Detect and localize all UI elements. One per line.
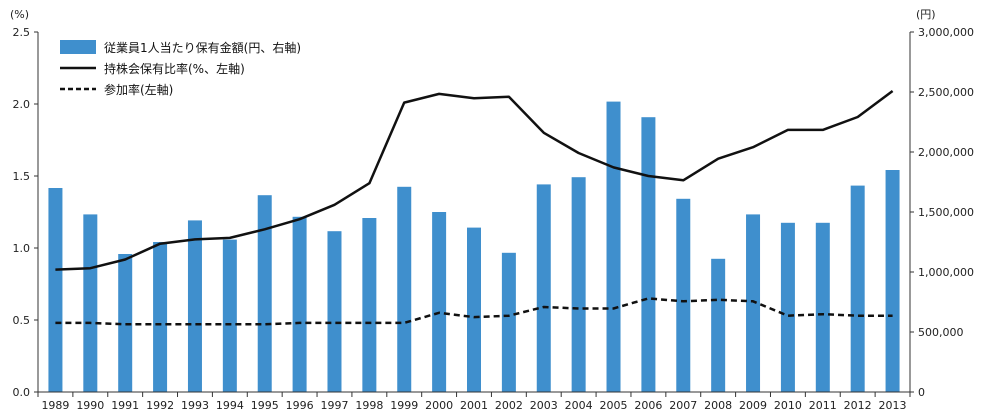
right-tick-label: 3,000,000: [918, 26, 974, 39]
x-tick-label-1993: 1993: [181, 399, 209, 412]
bar-1992: [153, 242, 168, 392]
bar-1990: [83, 214, 98, 392]
x-tick-label-2011: 2011: [809, 399, 837, 412]
bar-1991: [118, 254, 133, 392]
bars-layer: [48, 101, 900, 392]
left-tick-label: 0.5: [13, 314, 31, 327]
x-tick-label-2000: 2000: [425, 399, 453, 412]
left-tick-label: 1.5: [13, 170, 31, 183]
bar-1999: [397, 186, 412, 392]
left-tick-label: 2.0: [13, 98, 31, 111]
x-tick-label-2013: 2013: [879, 399, 907, 412]
bar-2011: [815, 222, 830, 392]
bar-2006: [641, 117, 656, 392]
bar-1993: [187, 220, 202, 392]
bar-1995: [257, 195, 272, 392]
x-tick-label-2006: 2006: [634, 399, 662, 412]
left-tick-label: 0.0: [13, 386, 31, 399]
x-tick-label-1989: 1989: [41, 399, 69, 412]
x-tick-label-2005: 2005: [600, 399, 628, 412]
x-tick-label-1991: 1991: [111, 399, 139, 412]
bar-2012: [850, 185, 865, 392]
participation-rate-line: [55, 297, 893, 326]
bar-2000: [432, 212, 447, 392]
x-tick-label-2012: 2012: [844, 399, 872, 412]
bar-2010: [780, 222, 795, 392]
bar-2004: [571, 177, 586, 392]
x-tick-label-2009: 2009: [739, 399, 767, 412]
bar-2005: [606, 101, 621, 392]
bar-1997: [327, 231, 342, 392]
left-axis-unit: (%): [10, 8, 29, 21]
x-tick-label-2008: 2008: [704, 399, 732, 412]
x-tick-label-2002: 2002: [495, 399, 523, 412]
x-tick-label-1996: 1996: [286, 399, 314, 412]
x-tick-label-1992: 1992: [146, 399, 174, 412]
right-tick-label: 1,500,000: [918, 206, 974, 219]
bar-1996: [292, 216, 307, 392]
bar-1989: [48, 188, 63, 392]
legend-swatch-bar: [60, 40, 96, 54]
x-tick-label-2004: 2004: [565, 399, 593, 412]
right-tick-label: 500,000: [918, 326, 964, 339]
bar-2009: [746, 214, 761, 392]
lines-layer: [55, 89, 894, 326]
x-tick-label-1999: 1999: [390, 399, 418, 412]
bar-2007: [676, 198, 691, 392]
legend-label-bar: 従業員1人当たり保有金額(円、右軸): [104, 40, 301, 55]
x-tick-label-1990: 1990: [76, 399, 104, 412]
bar-2001: [467, 227, 481, 392]
x-tick-label-2010: 2010: [774, 399, 802, 412]
right-tick-label: 2,500,000: [918, 86, 974, 99]
legend: 従業員1人当たり保有金額(円、右軸) 持株会保有比率(%、左軸) 参加率(左軸): [60, 40, 301, 97]
left-tick-label: 1.0: [13, 242, 31, 255]
bar-2002: [501, 252, 516, 392]
left-tick-label: 2.5: [13, 26, 31, 39]
x-tick-label-2003: 2003: [530, 399, 558, 412]
right-tick-label: 1,000,000: [918, 266, 974, 279]
x-tick-label-1998: 1998: [355, 399, 383, 412]
holding-ratio-line: [55, 89, 894, 271]
legend-label-solid-line: 持株会保有比率(%、左軸): [104, 61, 245, 76]
x-tick-label-1994: 1994: [216, 399, 244, 412]
bar-2013: [885, 170, 900, 392]
right-tick-label: 0: [918, 386, 925, 399]
axes-layer: 0.0 0.5 1.0 1.5 2.0 2.5 0 500,000 1,000,000 1,500…: [13, 26, 974, 412]
legend-label-dashed-line: 参加率(左軸): [104, 82, 173, 97]
bar-1998: [362, 218, 377, 392]
bar-2003: [536, 184, 551, 392]
x-tick-label-1997: 1997: [320, 399, 348, 412]
right-axis-unit: (円): [916, 8, 936, 21]
bar-2008: [711, 258, 726, 392]
x-tick-label-2007: 2007: [669, 399, 697, 412]
x-tick-label-1995: 1995: [251, 399, 279, 412]
right-tick-label: 2,000,000: [918, 146, 974, 159]
bar-1994: [222, 239, 237, 392]
x-tick-label-2001: 2001: [460, 399, 488, 412]
